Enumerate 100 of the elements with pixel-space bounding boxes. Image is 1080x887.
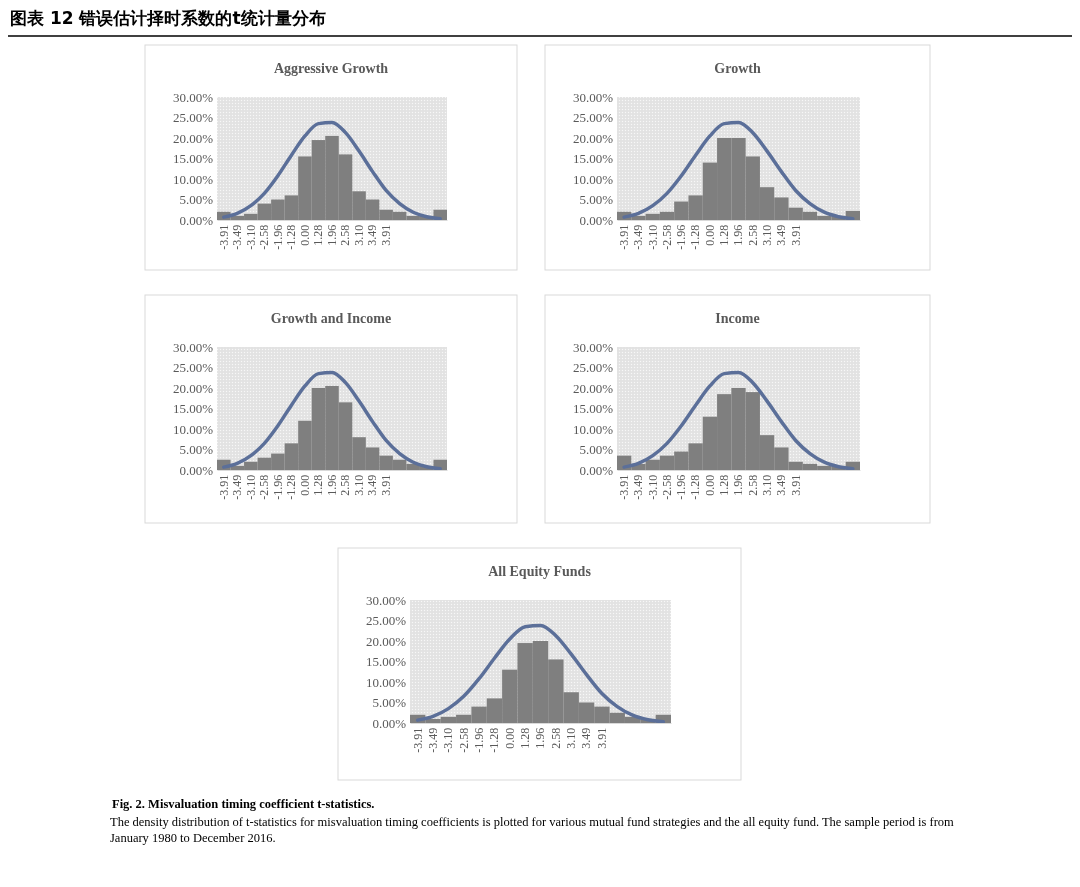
chart-title: Growth and Income (270, 311, 392, 326)
y-tick-label: 5.00% (579, 192, 614, 208)
x-tick-label: 3.49 (774, 224, 789, 246)
y-tick-label: 10.00% (572, 171, 614, 187)
x-tick-label: 3.49 (365, 224, 380, 246)
y-tick-label: 0.00% (179, 212, 214, 228)
x-tick-label: -3.49 (631, 474, 646, 500)
x-tick-label: 3.91 (788, 224, 803, 246)
y-tick-label: 15.00% (172, 151, 214, 167)
x-tick-label: 1.96 (731, 224, 746, 246)
y-tick-label: 20.00% (172, 130, 214, 146)
y-tick-label: 25.00% (172, 360, 214, 376)
y-tick-label: 25.00% (572, 360, 614, 376)
x-tick-label: -2.58 (257, 474, 272, 500)
x-tick-label: -3.91 (410, 727, 425, 753)
x-tick-label: -1.28 (284, 474, 299, 500)
y-tick-label: 0.00% (179, 462, 214, 478)
chart-title: Aggressive Growth (273, 61, 389, 76)
x-tick-label: 3.91 (378, 474, 393, 496)
x-tick-label: 1.28 (717, 224, 732, 246)
x-tick-label: 0.00 (297, 224, 312, 246)
y-tick-label: 20.00% (172, 380, 214, 396)
x-tick-label: -1.96 (674, 474, 689, 500)
x-tick-label: 3.91 (788, 474, 803, 496)
x-tick-label: -1.96 (471, 727, 486, 753)
x-tick-label: 3.49 (774, 474, 789, 496)
x-tick-label: 1.96 (324, 224, 339, 246)
x-tick-label: 3.49 (365, 474, 380, 496)
x-tick-label: 1.28 (517, 727, 532, 749)
x-tick-label: -1.28 (487, 727, 502, 753)
y-tick-label: 5.00% (179, 192, 214, 208)
x-tick-label: 2.58 (338, 224, 353, 246)
y-tick-label: 10.00% (365, 674, 407, 690)
y-tick-label: 25.00% (172, 110, 214, 126)
text: The density distribution of t-statistics for misvaluation timing coefficients is plotted for various mutual fund strategies and the all equity fund. The sample period is from January 1980 to December 2016. (110, 814, 955, 846)
y-tick-label: 0.00% (579, 462, 614, 478)
x-tick-label: -1.96 (674, 224, 689, 250)
x-tick-label: 1.96 (731, 474, 746, 496)
line-series (622, 370, 855, 471)
y-tick-label: 5.00% (579, 442, 614, 458)
x-tick-label: 3.10 (759, 474, 774, 496)
x-tick-label: -1.28 (688, 224, 703, 250)
x-tick-label: -2.58 (659, 474, 674, 500)
x-tick-label: 3.10 (564, 727, 579, 749)
x-tick-label: 1.96 (324, 474, 339, 496)
x-tick-label: 3.10 (351, 474, 366, 496)
y-tick-label: 20.00% (572, 380, 614, 396)
text: 图表 12 错误估计择时系数的t统计量分布 (10, 8, 326, 28)
line-series (622, 120, 855, 221)
caption: Fig. 2. Misvaluation timing coefficient t-statistics. (112, 797, 375, 811)
line-series (222, 370, 442, 471)
y-tick-label: 15.00% (365, 654, 407, 670)
y-tick-label: 20.00% (365, 633, 407, 649)
x-tick-label: -3.10 (441, 727, 456, 753)
x-tick-label: -1.28 (284, 224, 299, 250)
x-tick-label: -3.91 (616, 224, 631, 250)
x-tick-label: -2.58 (659, 224, 674, 250)
x-tick-label: -3.49 (230, 474, 245, 500)
x-tick-label: -1.96 (270, 224, 285, 250)
y-tick-label: 30.00% (365, 592, 407, 608)
y-tick-label: 5.00% (372, 695, 407, 711)
y-tick-label: 25.00% (572, 110, 614, 126)
y-tick-label: 0.00% (579, 212, 614, 228)
x-tick-label: 0.00 (702, 224, 717, 246)
x-tick-label: 3.91 (378, 224, 393, 246)
x-tick-label: 3.91 (594, 727, 609, 749)
x-tick-label: -3.10 (645, 224, 660, 250)
x-tick-label: 0.00 (502, 727, 517, 749)
x-tick-label: 2.58 (548, 727, 563, 749)
chart-title: Growth (714, 61, 761, 76)
x-tick-label: -3.49 (230, 224, 245, 250)
x-tick-label: 0.00 (702, 474, 717, 496)
x-tick-label: 0.00 (297, 474, 312, 496)
y-tick-label: 30.00% (572, 89, 614, 105)
x-tick-label: -2.58 (456, 727, 471, 753)
x-tick-label: -3.49 (425, 727, 440, 753)
x-tick-label: 1.28 (717, 474, 732, 496)
x-tick-label: 2.58 (745, 224, 760, 246)
x-tick-label: 2.58 (745, 474, 760, 496)
y-tick-label: 15.00% (572, 151, 614, 167)
line-series (222, 120, 442, 221)
y-tick-label: 15.00% (172, 401, 214, 417)
y-tick-label: 25.00% (365, 613, 407, 629)
x-tick-label: 1.28 (311, 474, 326, 496)
x-tick-label: -3.91 (216, 224, 231, 250)
y-tick-label: 30.00% (572, 339, 614, 355)
x-tick-label: -3.10 (243, 474, 258, 500)
x-tick-label: 1.96 (533, 727, 548, 749)
line-series (415, 623, 666, 724)
x-tick-label: 3.10 (759, 224, 774, 246)
x-tick-label: 3.49 (579, 727, 594, 749)
x-tick-label: 3.10 (351, 224, 366, 246)
y-tick-label: 0.00% (372, 715, 407, 731)
y-tick-label: 10.00% (172, 421, 214, 437)
x-tick-label: -1.96 (270, 474, 285, 500)
x-tick-label: -3.10 (645, 474, 660, 500)
x-tick-label: -2.58 (257, 224, 272, 250)
y-tick-label: 30.00% (172, 89, 214, 105)
y-tick-label: 10.00% (172, 171, 214, 187)
x-tick-label: -3.49 (631, 224, 646, 250)
